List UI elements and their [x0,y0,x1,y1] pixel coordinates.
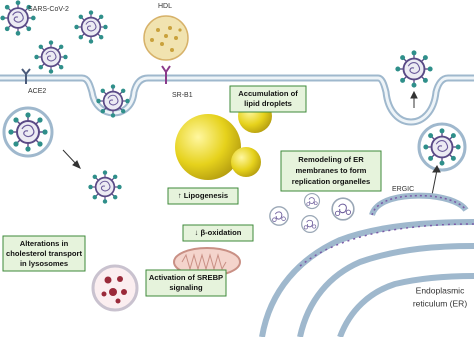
label: SARS-CoV-2 [28,6,69,13]
arrows [62,90,441,196]
box-text: Remodeling of ER [298,155,364,164]
lipid-droplet [231,147,261,177]
label: HDL [158,3,172,10]
label: ACE2 [28,88,46,95]
label: SR-B1 [172,92,193,99]
replication-organelle [301,215,319,233]
box: ↓ β-oxidation [182,224,254,242]
replication-organelle [303,192,321,210]
box: Remodeling of ER membranes to form repli… [280,150,382,192]
ergic [369,192,469,217]
sr-b1-receptor [161,65,171,84]
label: reticulum (ER) [413,298,467,308]
vesicle [417,122,467,172]
virus [423,128,461,166]
box-text: membranes to form [296,166,367,175]
lipid-droplet [175,114,241,180]
er [259,219,474,337]
ergic-inner [371,194,467,216]
box: Alterations in cholesterol transport in … [2,235,86,272]
box: Accumulation of lipid droplets [229,85,307,113]
box-text: signaling [169,283,203,292]
box-frame [280,150,382,192]
mitochondrion-cristae [181,253,227,271]
label: Endoplasmic [416,285,465,295]
box: Activation of SREBP signaling [145,269,227,297]
box-text: Accumulation of [238,89,298,98]
box-text: lipid droplets [244,99,292,108]
box-text: Alterations in [20,239,69,248]
box-frame [167,187,239,205]
virus [395,50,433,88]
box-text: in lysosomes [20,259,68,268]
virus [88,170,122,204]
lysosome [91,264,139,312]
label: ERGIC [392,186,414,193]
replication-organelle [269,206,289,226]
lysosome-content [101,276,127,304]
box-text: cholesterol transport [6,249,82,258]
virus [8,112,48,152]
virus [34,40,68,74]
box-frame [229,85,307,113]
cell-membrane-inner [0,76,474,124]
box-frame [145,269,227,297]
box-frame [182,224,254,242]
virus [74,10,108,44]
box-frame [2,235,86,272]
box-text: ↓ β-oxidation [195,228,242,237]
hdl-dots [150,26,182,52]
ace2-receptor [21,68,31,84]
virus [96,84,130,118]
box-text: replication organelles [292,177,371,186]
replication-organelle [331,197,355,221]
box-text: Activation of SREBP [149,273,223,282]
box-text: ↑ Lipogenesis [178,191,228,200]
box: ↑ Lipogenesis [167,187,239,205]
endosome [2,106,54,158]
